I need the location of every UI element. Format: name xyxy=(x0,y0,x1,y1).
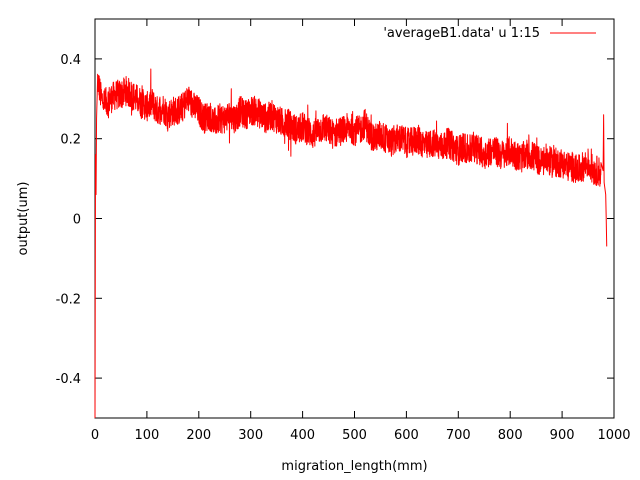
y-tick-label: -0.2 xyxy=(56,292,81,307)
plot-frame xyxy=(94,18,615,419)
x-tick-label: 1000 xyxy=(597,428,630,443)
x-tick-label: 800 xyxy=(498,428,523,443)
series-line xyxy=(94,68,608,419)
legend-label: 'averageB1.data' u 1:15 xyxy=(383,26,540,41)
x-tick-label: 200 xyxy=(186,428,211,443)
x-tick-label: 100 xyxy=(134,428,159,443)
y-tick-label: 0.2 xyxy=(60,133,81,148)
x-tick-label: 500 xyxy=(342,428,367,443)
chart-marks: 0 100 200 300 400 500 600 700 800 900 1000 -0.4 -0.2… xyxy=(56,18,631,443)
legend: 'averageB1.data' u 1:15 xyxy=(383,26,596,41)
y-tick-label: 0.4 xyxy=(60,53,81,68)
x-tick-label: 300 xyxy=(238,428,263,443)
x-tick-label: 400 xyxy=(290,428,315,443)
y-axis-label: output(um) xyxy=(16,182,31,256)
x-tick-label: 0 xyxy=(91,428,99,443)
x-tick-label: 900 xyxy=(550,428,575,443)
x-axis-label: migration_length(mm) xyxy=(281,459,427,474)
x-tick-label: 600 xyxy=(394,428,419,443)
y-tick-label: -0.4 xyxy=(56,372,81,387)
y-tick-label: 0 xyxy=(73,213,81,228)
x-tick-label: 700 xyxy=(446,428,471,443)
